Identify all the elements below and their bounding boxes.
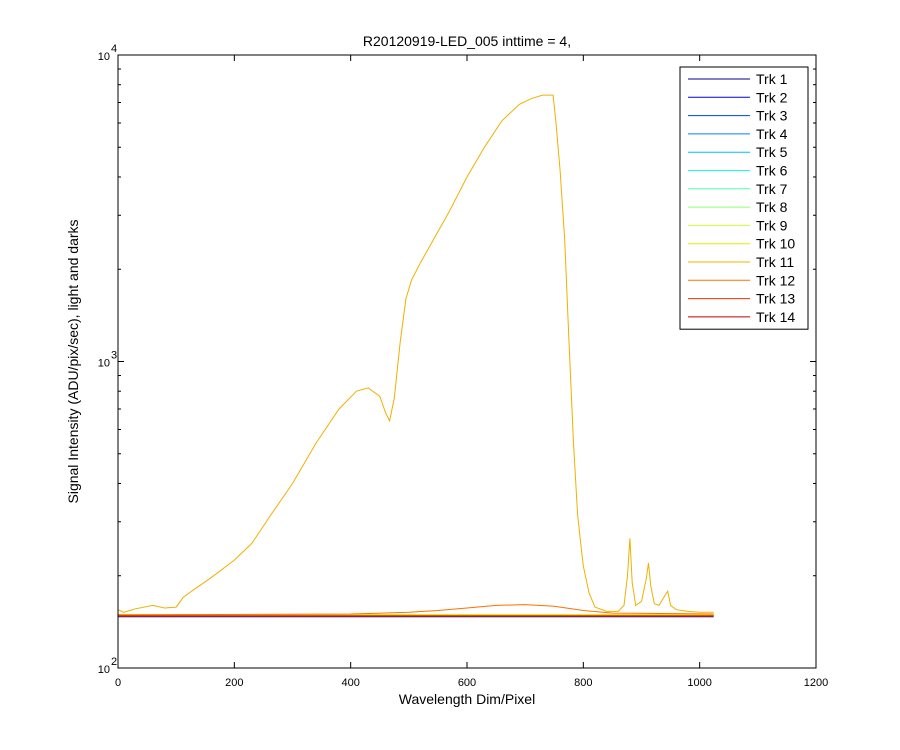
legend-label: Trk 3 (756, 108, 788, 124)
series-line-trk-11 (117, 94, 714, 613)
plot-frame (117, 54, 817, 669)
legend-label: Trk 5 (756, 144, 788, 160)
y-tick-label-base: 10 (98, 664, 110, 676)
series-layer (117, 94, 714, 618)
legend-label: Trk 10 (756, 236, 795, 252)
y-tick-label-exponent: 3 (111, 350, 117, 362)
y-tick-label-exponent: 4 (111, 43, 117, 55)
legend-label: Trk 13 (756, 291, 795, 307)
x-tick-label: 1000 (687, 677, 711, 689)
legend-label: Trk 8 (756, 199, 788, 215)
y-tick-label-exponent: 2 (111, 656, 117, 668)
legend-label: Trk 6 (756, 163, 788, 179)
legend-label: Trk 2 (756, 89, 788, 105)
x-tick-label: 800 (574, 677, 592, 689)
legend-label: Trk 12 (756, 272, 795, 288)
y-tick-label-base: 10 (98, 51, 110, 63)
legend-label: Trk 7 (756, 181, 788, 197)
x-tick-label: 0 (115, 677, 121, 689)
series-line-trk-12 (117, 604, 714, 616)
x-tick-label: 200 (225, 677, 243, 689)
x-tick-label: 400 (341, 677, 359, 689)
y-tick-label-base: 10 (98, 358, 110, 370)
chart-title: R20120919-LED_005 inttime = 4, (363, 33, 571, 49)
legend-label: Trk 1 (756, 71, 788, 87)
x-tick-label: 1200 (804, 677, 828, 689)
legend-label: Trk 4 (756, 126, 788, 142)
legend-label: Trk 14 (756, 309, 795, 325)
legend-label: Trk 11 (756, 254, 794, 270)
x-axis-label: Wavelength Dim/Pixel (399, 691, 535, 707)
x-tick-label: 600 (458, 677, 476, 689)
y-axis-label: Signal Intensity (ADU/pix/sec), light an… (65, 219, 81, 503)
legend-box (679, 66, 809, 330)
legend-label: Trk 9 (756, 217, 788, 233)
legend: Trk 1 Trk 2 Trk 3 Trk 4 Trk 5 Trk 6 Trk 7 Trk 8… (679, 66, 809, 330)
